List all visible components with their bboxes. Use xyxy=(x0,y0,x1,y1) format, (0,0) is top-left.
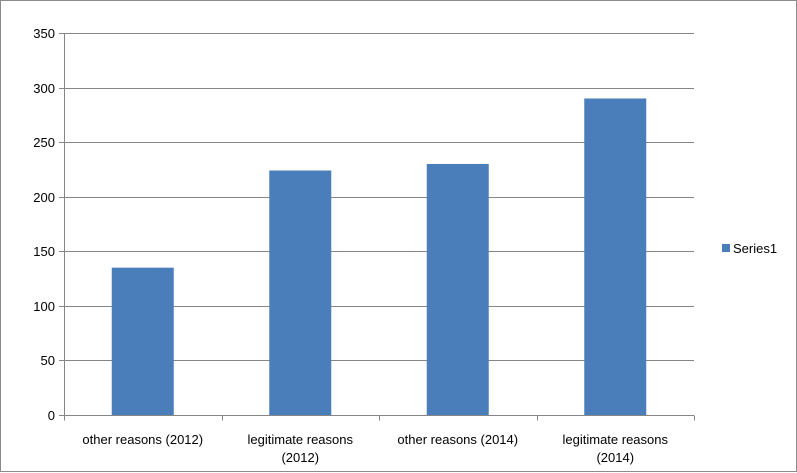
y-tick-label: 300 xyxy=(33,81,55,96)
x-category-label: other reasons (2012) xyxy=(82,432,203,447)
axes xyxy=(59,33,695,421)
bar xyxy=(111,267,174,415)
y-tick-labels: 0 50 100 150 200 250 300 350 xyxy=(33,26,55,423)
legend-swatch-series1 xyxy=(722,244,730,252)
x-tick-labels: other reasons (2012) legitimate reasons (2… xyxy=(82,432,668,465)
bar xyxy=(584,98,647,415)
y-tick-label: 150 xyxy=(33,244,55,259)
y-tick-label: 100 xyxy=(33,299,55,314)
x-category-label: legitimate reasons (2014) xyxy=(563,432,669,465)
x-category-label: other reasons (2014) xyxy=(397,432,518,447)
bar xyxy=(426,163,489,415)
legend: Series1 xyxy=(722,241,777,256)
y-tick-label: 50 xyxy=(41,353,55,368)
legend-label-series1: Series1 xyxy=(733,241,777,256)
y-tick-label: 250 xyxy=(33,135,55,150)
x-category-label: legitimate reasons (2012) xyxy=(248,432,354,465)
y-tick-label: 200 xyxy=(33,190,55,205)
y-tick-label: 0 xyxy=(48,408,55,423)
bar xyxy=(269,170,332,415)
y-tick-label: 350 xyxy=(33,26,55,41)
bars xyxy=(111,98,647,415)
